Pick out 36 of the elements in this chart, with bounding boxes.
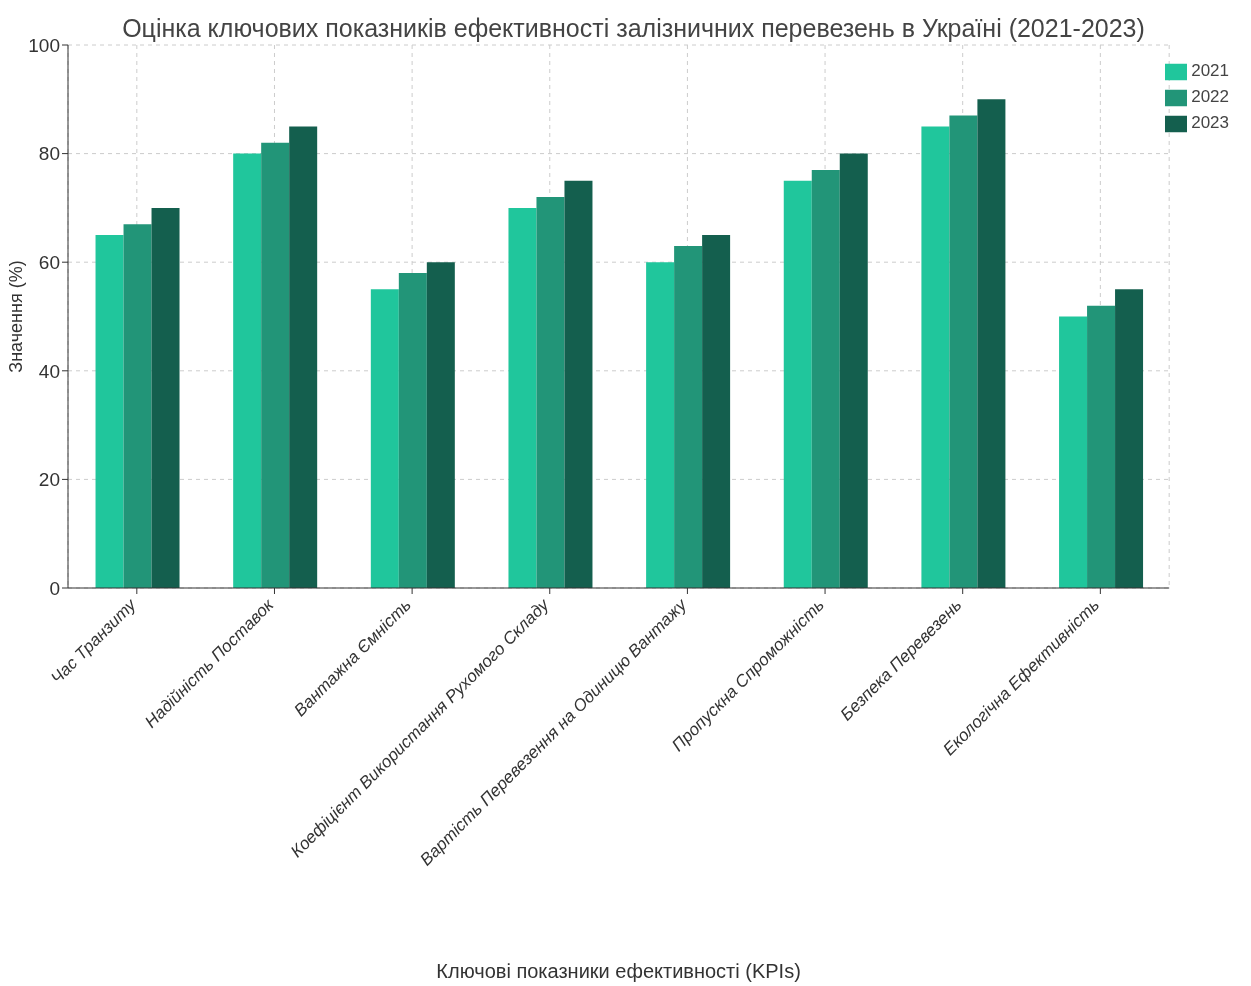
y-tick-label: 100: [28, 34, 60, 56]
bar: [921, 126, 950, 588]
bar: [564, 180, 593, 588]
y-tick-label: 80: [38, 143, 60, 165]
y-axis-title: Значення (%): [6, 260, 27, 373]
bar: [811, 169, 840, 588]
chart-title: Оцінка ключових показників ефективності залізничних перевезень в Україні (2021-2023): [122, 14, 1145, 42]
y-tick-label: 0: [49, 577, 60, 599]
bar: [646, 262, 675, 588]
bar: [702, 235, 731, 588]
legend-label: 2022: [1191, 87, 1229, 106]
bar: [426, 262, 455, 588]
bar: [289, 126, 318, 588]
bar: [1087, 305, 1116, 588]
bar: [508, 207, 537, 588]
legend-label: 2021: [1191, 61, 1229, 80]
x-axis-title: Ключові показники ефективності (KPIs): [436, 960, 801, 982]
bar: [1059, 316, 1088, 588]
bar: [1115, 289, 1144, 588]
bar: [674, 245, 703, 588]
bar: [95, 235, 124, 588]
legend-label: 2023: [1191, 113, 1229, 132]
bar: [151, 207, 180, 588]
bar: [370, 289, 399, 588]
y-tick-label: 20: [38, 469, 60, 491]
bar: [123, 224, 152, 588]
bar: [839, 153, 868, 588]
bar: [261, 142, 290, 588]
y-tick-label: 40: [38, 360, 60, 382]
bar: [233, 153, 262, 588]
bar: [949, 115, 978, 588]
bar: [783, 180, 812, 588]
bar: [977, 99, 1006, 588]
y-tick-label: 60: [38, 251, 60, 273]
bar: [536, 197, 565, 588]
bar: [398, 273, 427, 588]
